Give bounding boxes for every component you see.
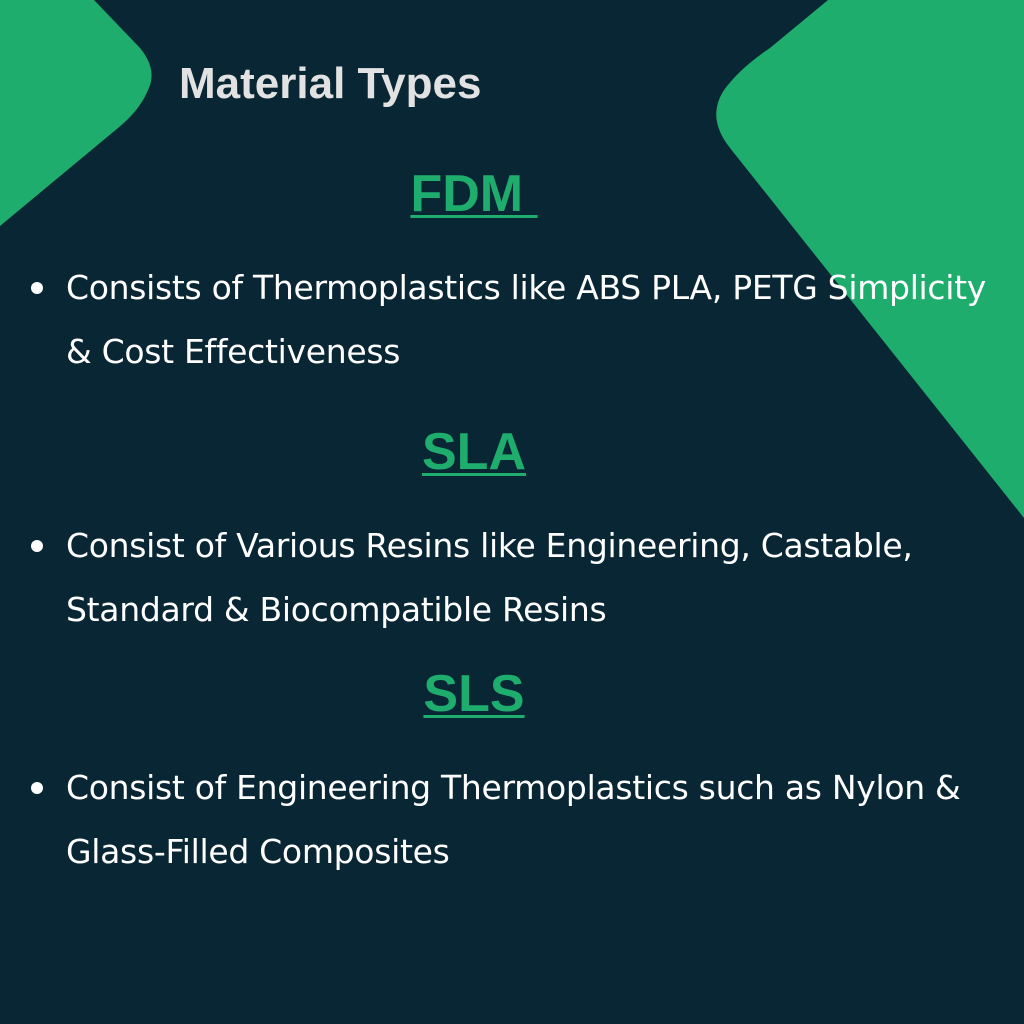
section-heading-sla: SLA <box>422 423 526 481</box>
bullet-dot-icon <box>31 282 43 294</box>
bullet-dot-icon <box>31 782 43 794</box>
bullet-text: Consists of Thermoplastics like ABS PLA,… <box>66 268 987 371</box>
bullet-text: Consist of Various Resins like Engineeri… <box>66 526 913 629</box>
top-right-accent-shape <box>716 0 1024 518</box>
page-title: Material Types <box>179 59 482 108</box>
list-item: Consist of Engineering Thermoplastics su… <box>28 756 988 884</box>
top-left-accent-shape <box>0 0 152 226</box>
bullet-dot-icon <box>31 540 43 552</box>
fdm-bullet-list: Consists of Thermoplastics like ABS PLA,… <box>28 256 988 384</box>
section-heading-fdm: FDM <box>410 165 538 223</box>
list-item: Consist of Various Resins like Engineeri… <box>28 514 988 642</box>
sla-bullet-list: Consist of Various Resins like Engineeri… <box>28 514 988 642</box>
sls-bullet-list: Consist of Engineering Thermoplastics su… <box>28 756 988 884</box>
bullet-text: Consist of Engineering Thermoplastics su… <box>66 768 961 871</box>
list-item: Consists of Thermoplastics like ABS PLA,… <box>28 256 988 384</box>
section-heading-sls: SLS <box>423 665 525 723</box>
